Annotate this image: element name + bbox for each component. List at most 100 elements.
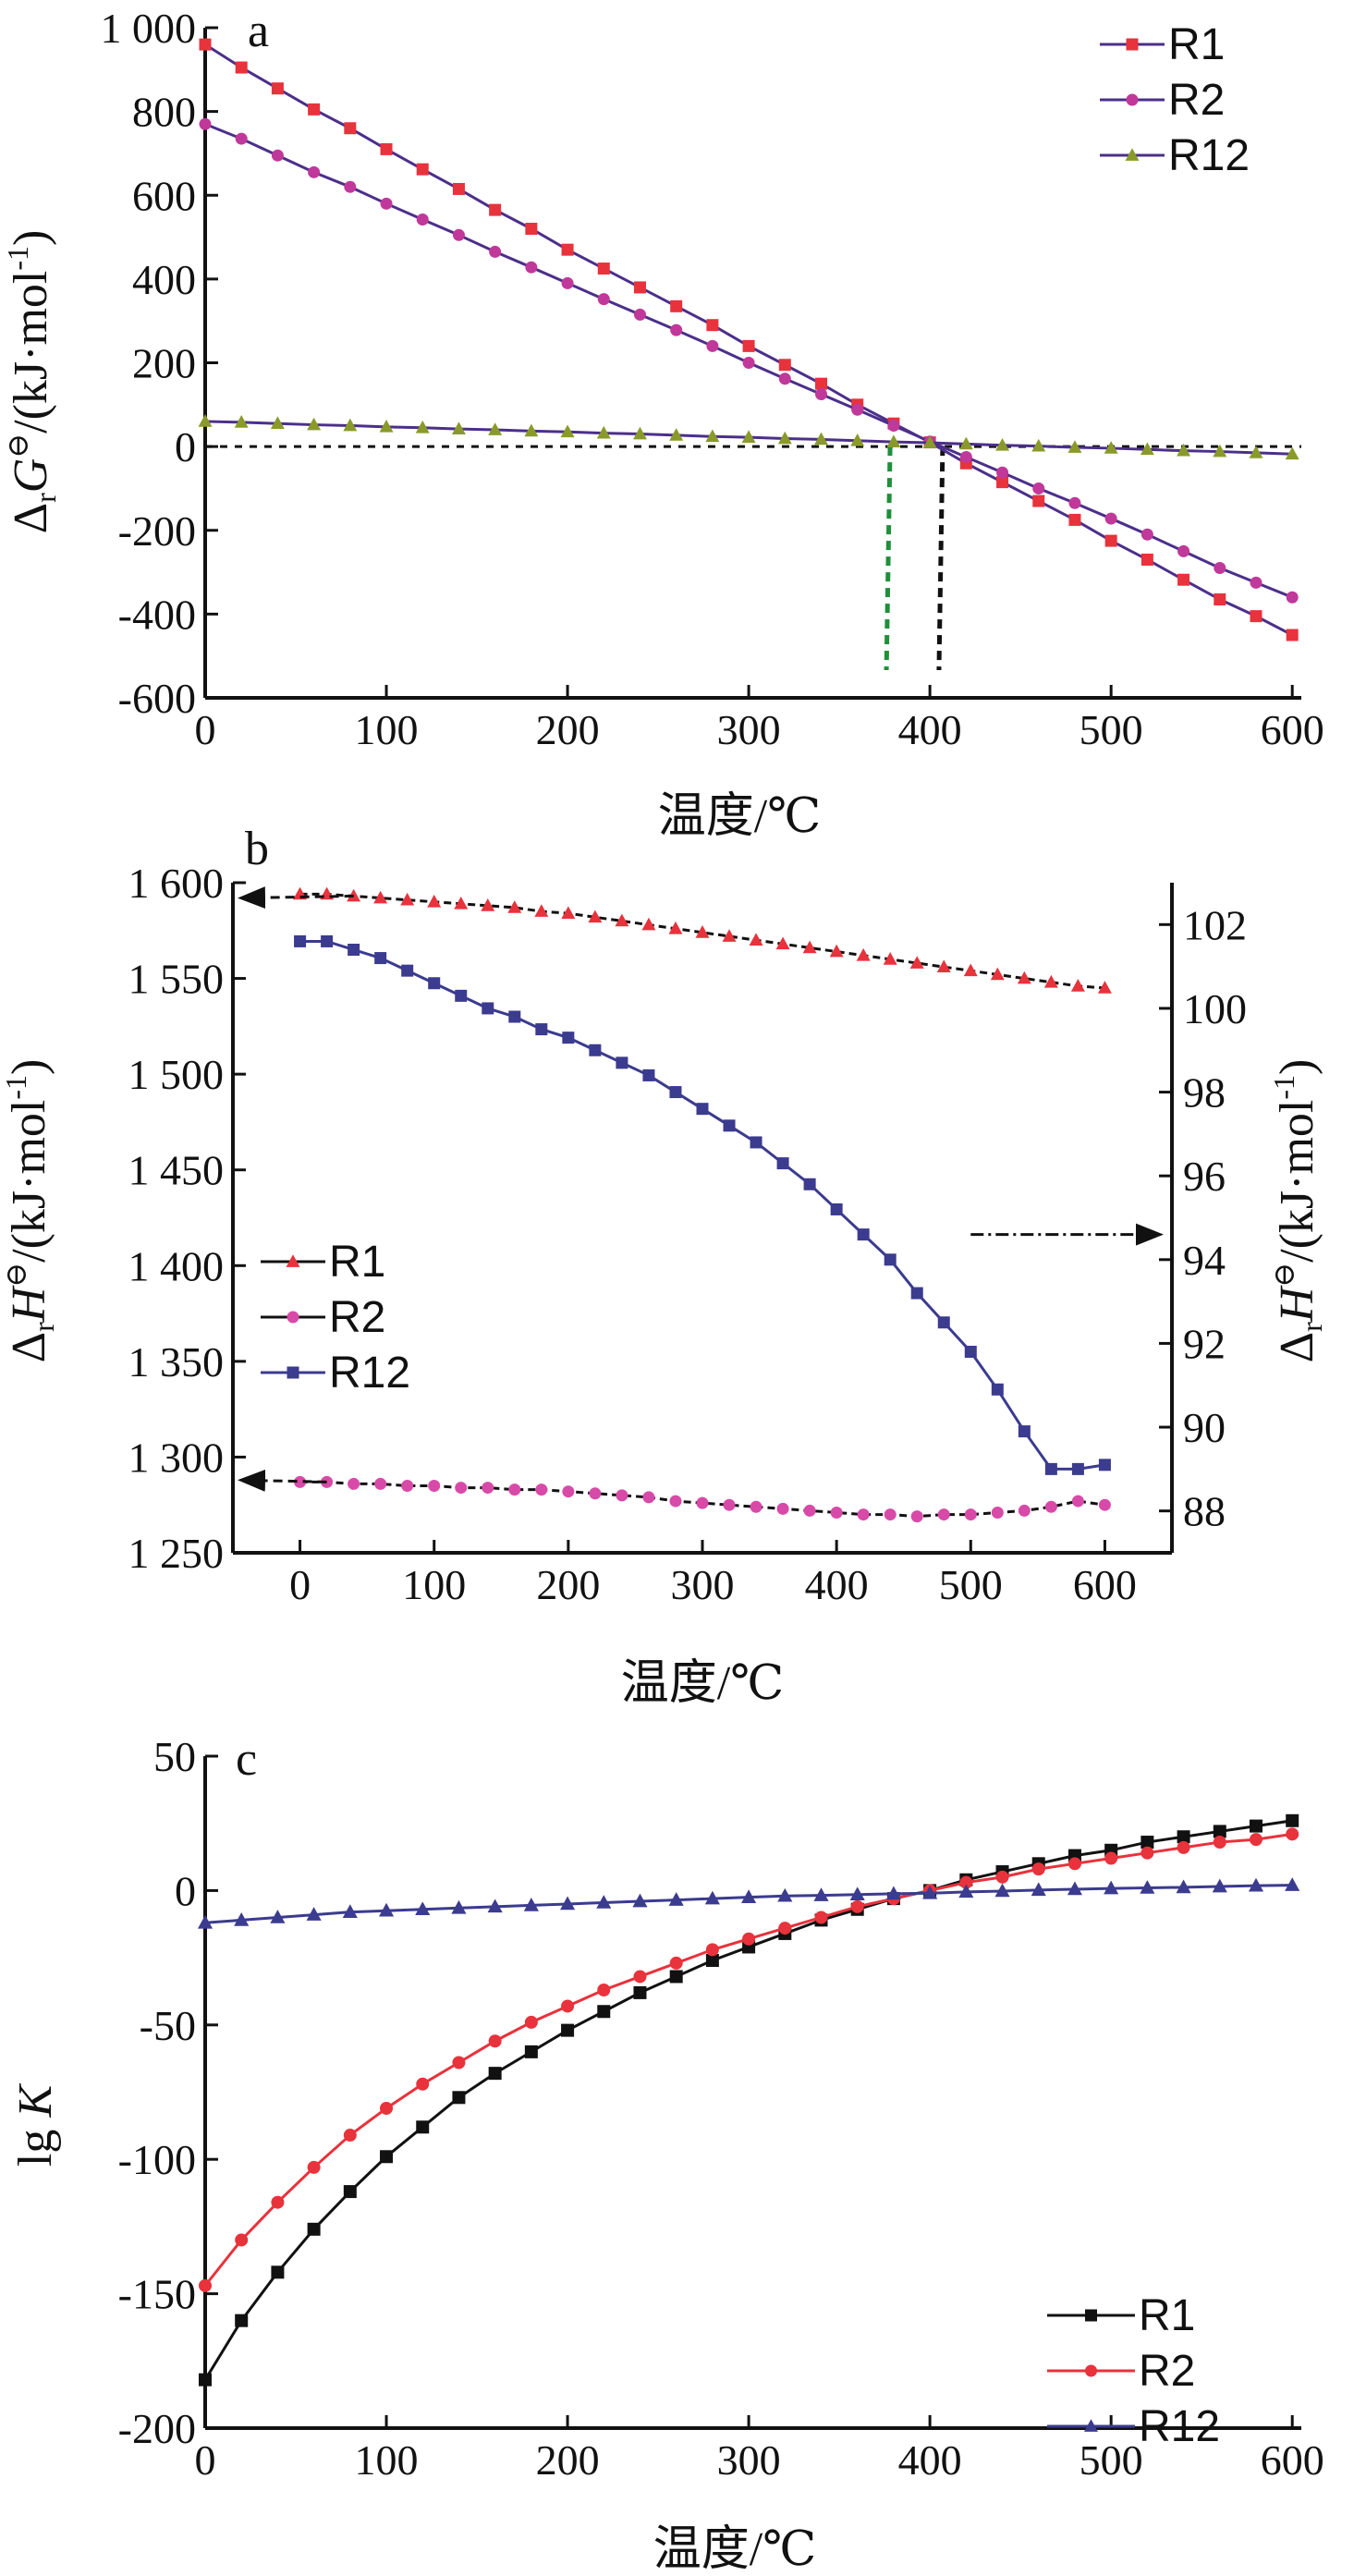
panel-c-x-axis-label: 温度/℃ [653, 2523, 817, 2576]
panel-c-data-point-R12 [1067, 1881, 1083, 1896]
panel-a-data-point-R12 [1067, 440, 1082, 453]
panel-b-data-point-R1 [615, 913, 629, 927]
panel-b-data-point-R12 [1044, 1462, 1057, 1475]
panel-b-data-point-R2 [1044, 1500, 1057, 1513]
panel-b-data-point-R2 [830, 1507, 843, 1519]
panel-b-data-point-R2 [857, 1508, 870, 1521]
panel-a-data-point-R12 [451, 421, 466, 434]
panel-a-data-point-R12 [198, 414, 213, 427]
panel-b-data-point-R12 [991, 1383, 1004, 1396]
panel-a-data-point-R12 [596, 425, 611, 439]
panel-c-data-point-R2 [416, 2077, 430, 2091]
panel-a-data-point-R1 [489, 203, 502, 216]
panel-a-data-point-R12 [886, 434, 901, 447]
panel-a-x-ticks: 0 100 200 300 400 500 600 [195, 685, 1324, 753]
panel-b-data-point-R2 [723, 1498, 736, 1511]
panel-a-x-tick-label: 500 [1080, 706, 1143, 753]
panel-b-data-point-R2 [616, 1489, 628, 1502]
panel-c-data-point-R1 [343, 2185, 357, 2199]
panel-a-data-point-R1 [452, 182, 465, 195]
panel-a-data-point-R12 [741, 430, 756, 444]
panel-b-y-tick-label: 1 350 [128, 1338, 225, 1386]
panel-b-data-point-R1 [481, 898, 495, 911]
panel-c-data-point-R12 [523, 1897, 539, 1911]
panel-b-series-R12 [294, 934, 1111, 1475]
panel-b-y2-tick-label: 94 [1183, 1237, 1226, 1284]
panel-b-y2-ticks: 88 90 92 94 96 98 100 102 [1159, 901, 1247, 1535]
panel-b-data-point-R12 [776, 1157, 789, 1170]
panel-b-data-point-R1 [1097, 981, 1112, 994]
panel-c-data-point-R2 [343, 2129, 357, 2143]
panel-c-series-line-R1 [203, 1819, 1293, 2381]
panel-c-data-point-R1 [416, 2120, 430, 2134]
panel-b-y2-tick-label: 92 [1183, 1320, 1226, 1367]
panel-b-data-point-R1 [990, 967, 1005, 981]
panel-b-data-point-R2 [589, 1487, 602, 1500]
panel-b-data-point-R1 [963, 963, 978, 977]
panel-a-data-point-R1 [996, 476, 1009, 489]
panel-b-data-point-R2 [535, 1483, 548, 1496]
panel-b-legend-marker [287, 1366, 299, 1379]
panel-b-x-tick-label: 100 [402, 1561, 466, 1608]
panel-b-data-point-R2 [374, 1477, 387, 1490]
panel-c-data-point-R1 [1213, 1825, 1226, 1838]
panel-b-y-tick-label: 1 500 [128, 1051, 225, 1098]
panel-a-data-point-R2 [452, 228, 465, 241]
panel-b-data-point-R12 [401, 964, 414, 977]
panel-c-y-tick-label: 0 [175, 1867, 196, 1914]
panel-a-data-point-R12 [777, 431, 792, 445]
panel-a-data-point-R1 [235, 61, 248, 74]
panel-b-data-point-R1 [427, 894, 442, 908]
panel-b-data-point-R1 [775, 936, 790, 950]
panel-b-y-axis-label: ΔrH⊖/(kJ·mol-1) [0, 1059, 60, 1363]
panel-b-y2-tick-label: 88 [1183, 1488, 1226, 1535]
panel-c-data-point-R2 [1249, 1833, 1263, 1847]
panel-c-data-point-R1 [452, 2091, 466, 2105]
panel-a-data-point-R1 [597, 262, 610, 275]
panel-b-data-point-R2 [428, 1480, 441, 1492]
panel-b-data-point-R1 [749, 933, 763, 946]
panel-a-data-point-R2 [344, 180, 357, 193]
panel-b-data-point-R12 [830, 1203, 843, 1215]
panel-c-data-point-R2 [778, 1922, 792, 1935]
panel-b-x-ticks: 0 100 200 300 400 500 600 [289, 1540, 1137, 1608]
panel-b-data-point-R1 [507, 900, 522, 913]
panel-a-data-point-R1 [670, 299, 683, 312]
panel-a-data-point-R1 [199, 38, 212, 51]
panel-c-legend-label: R2 [1139, 2347, 1195, 2396]
panel-c-data-point-R2 [959, 1875, 973, 1889]
panel-b-data-point-R2 [937, 1508, 950, 1521]
panel-c-data-point-R12 [632, 1893, 648, 1908]
panel-b-data-point-R12 [428, 977, 441, 990]
panel-a-legend-label: R1 [1168, 20, 1225, 69]
panel-c-data-point-R2 [307, 2160, 321, 2174]
panel-a-data-point-R12 [633, 426, 647, 440]
panel-c-data-point-R2 [271, 2195, 285, 2209]
panel-b-data-point-R12 [642, 1068, 655, 1081]
panel-a-data-point-R1 [1214, 593, 1226, 606]
panel-b-data-point-R2 [455, 1482, 468, 1495]
panel-a: a 0 100 200 300 400 500 600 -600 -400 -200 0 200 40… [1, 5, 1324, 843]
panel-a-data-point-R1 [380, 142, 393, 155]
panel-c-x-tick-label: 100 [355, 2436, 419, 2484]
panel-b-series-R1 [293, 886, 1112, 994]
panel-b-data-point-R12 [750, 1136, 762, 1149]
panel-c-data-point-R2 [1067, 1857, 1081, 1871]
panel-c-y-tick-label: -150 [118, 2271, 196, 2318]
panel-b-data-point-R12 [884, 1253, 897, 1266]
panel-b-x-tick-label: 0 [289, 1561, 311, 1608]
panel-c-y-ticks: -200 -150 -100 -50 0 50 [118, 1733, 218, 2452]
panel-a-legend-label: R2 [1168, 76, 1225, 125]
panel-b-y-tick-label: 1 450 [128, 1147, 225, 1194]
panel-b-data-point-R12 [857, 1228, 870, 1241]
panel-a-data-point-R12 [705, 429, 720, 443]
panel-b-data-point-R2 [294, 1475, 307, 1488]
panel-a-data-point-R2 [1104, 512, 1117, 525]
panel-c-data-point-R1 [524, 2045, 538, 2058]
panel-a-data-point-R2 [561, 276, 574, 289]
panel-c-data-point-R1 [235, 2314, 249, 2327]
panel-b-data-point-R12 [374, 952, 387, 965]
panel-c-legend-marker [1085, 2364, 1097, 2377]
panel-a-series-line-R1 [204, 43, 1293, 637]
panel-b-data-point-R1 [347, 888, 361, 902]
